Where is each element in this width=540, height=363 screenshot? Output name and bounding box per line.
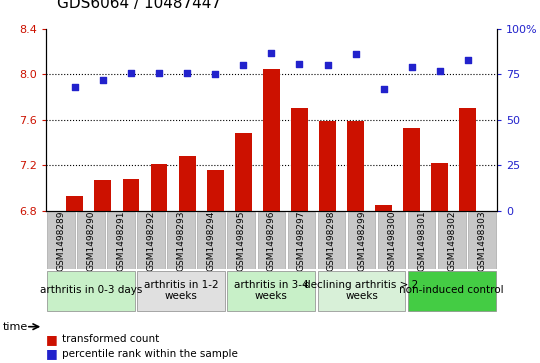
Bar <box>291 109 308 211</box>
Bar <box>227 212 255 269</box>
Bar <box>123 179 139 211</box>
Point <box>99 77 107 83</box>
Text: GSM1498295: GSM1498295 <box>237 210 246 271</box>
Text: arthritis in 3-4
weeks: arthritis in 3-4 weeks <box>234 280 309 301</box>
Bar <box>137 271 225 311</box>
Bar <box>47 271 135 311</box>
Point <box>267 50 276 56</box>
Text: transformed count: transformed count <box>62 334 159 344</box>
Text: GSM1498299: GSM1498299 <box>357 210 366 271</box>
Text: GSM1498296: GSM1498296 <box>267 210 276 271</box>
Point <box>295 61 303 66</box>
Bar <box>403 128 420 211</box>
Bar <box>438 212 465 269</box>
Text: GSM1498298: GSM1498298 <box>327 210 336 271</box>
Point <box>127 70 136 76</box>
Bar <box>258 212 285 269</box>
Point <box>211 72 220 77</box>
Bar <box>179 156 195 211</box>
Point <box>239 62 248 68</box>
Text: GDS6064 / 10487447: GDS6064 / 10487447 <box>57 0 221 11</box>
Text: arthritis in 0-3 days: arthritis in 0-3 days <box>40 285 142 295</box>
Text: GSM1498291: GSM1498291 <box>117 210 125 271</box>
Bar <box>378 212 406 269</box>
Bar <box>107 212 135 269</box>
Point <box>155 70 164 76</box>
Bar <box>460 109 476 211</box>
Bar <box>207 170 224 211</box>
Bar <box>47 212 75 269</box>
Bar <box>348 212 375 269</box>
Bar <box>235 133 252 211</box>
Text: GSM1498300: GSM1498300 <box>387 210 396 271</box>
Point <box>323 62 332 68</box>
Bar <box>288 212 315 269</box>
Text: percentile rank within the sample: percentile rank within the sample <box>62 349 238 359</box>
Text: ■: ■ <box>46 347 58 360</box>
Text: GSM1498297: GSM1498297 <box>297 210 306 271</box>
Bar <box>263 69 280 211</box>
Bar <box>318 212 345 269</box>
Text: ■: ■ <box>46 333 58 346</box>
Text: time: time <box>3 322 28 332</box>
Text: GSM1498292: GSM1498292 <box>147 210 156 271</box>
Bar <box>198 212 225 269</box>
Text: GSM1498293: GSM1498293 <box>177 210 186 271</box>
Point <box>183 70 192 76</box>
Bar <box>94 180 111 211</box>
Bar <box>347 121 364 211</box>
Bar <box>431 163 448 211</box>
Bar <box>227 271 315 311</box>
Point <box>351 52 360 57</box>
Text: GSM1498289: GSM1498289 <box>57 210 65 271</box>
Text: GSM1498294: GSM1498294 <box>207 210 216 271</box>
Bar <box>137 212 165 269</box>
Text: GSM1498303: GSM1498303 <box>477 210 486 271</box>
Bar <box>408 212 435 269</box>
Point <box>407 64 416 70</box>
Bar <box>468 212 496 269</box>
Bar <box>318 271 406 311</box>
Text: arthritis in 1-2
weeks: arthritis in 1-2 weeks <box>144 280 219 301</box>
Point <box>71 84 79 90</box>
Bar <box>167 212 195 269</box>
Bar <box>319 121 336 211</box>
Point <box>435 68 444 74</box>
Bar <box>77 212 105 269</box>
Text: GSM1498302: GSM1498302 <box>447 210 456 271</box>
Point <box>379 86 388 92</box>
Bar <box>375 205 392 211</box>
Point <box>463 57 472 63</box>
Bar <box>66 196 83 211</box>
Text: declining arthritis > 2
weeks: declining arthritis > 2 weeks <box>305 280 418 301</box>
Text: GSM1498301: GSM1498301 <box>417 210 426 271</box>
Text: non-induced control: non-induced control <box>400 285 504 295</box>
Bar <box>151 164 167 211</box>
Bar <box>408 271 496 311</box>
Text: GSM1498290: GSM1498290 <box>86 210 96 271</box>
